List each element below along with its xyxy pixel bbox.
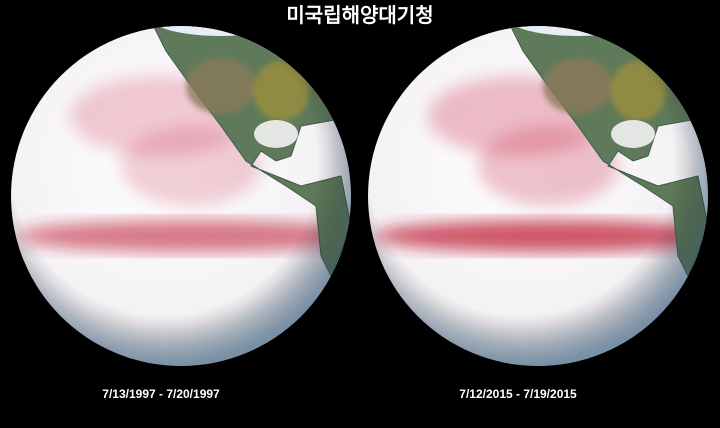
title: 미국립해양대기청	[286, 3, 433, 27]
caption: 7/12/2015 - 7/19/2015	[459, 387, 577, 401]
globe	[368, 26, 708, 366]
globe-shade	[11, 26, 351, 366]
globes: 7/13/1997 - 7/20/1997 7/12/2015 - 7/19/20…	[11, 26, 708, 401]
globe-shade	[368, 26, 708, 366]
globe	[11, 26, 351, 366]
caption: 7/13/1997 - 7/20/1997	[102, 387, 220, 401]
